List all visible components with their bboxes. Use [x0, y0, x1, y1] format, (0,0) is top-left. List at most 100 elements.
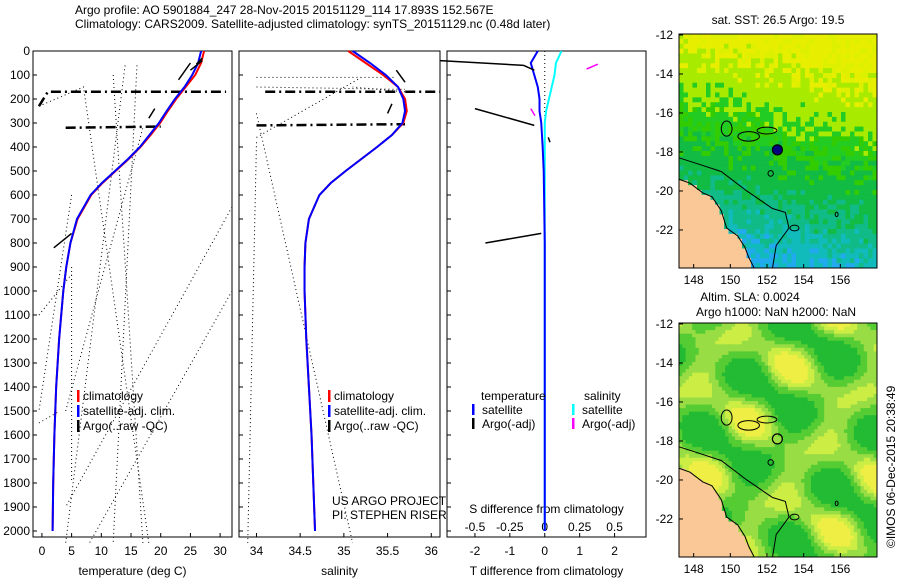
legend-title-salinity: salinity [584, 389, 621, 403]
sst-cell [728, 214, 734, 220]
sst-cell [845, 199, 851, 206]
sla-cell [758, 393, 762, 398]
sst-cell [863, 165, 869, 171]
sst-cell [724, 82, 729, 89]
sla-cell [688, 390, 693, 395]
sla-cell [702, 457, 706, 462]
sla-cell [745, 503, 749, 508]
sla-cell [778, 514, 782, 519]
sla-cell [715, 422, 720, 427]
sst-cell [782, 92, 788, 98]
sst-cell [760, 165, 765, 171]
sla-cell [778, 418, 782, 423]
sst-cell [832, 194, 837, 201]
sst-cell [760, 73, 765, 79]
sla-cell [692, 500, 696, 505]
sla-cell [801, 372, 805, 377]
sla-cell [794, 507, 799, 512]
sst-cell [746, 180, 752, 186]
sst-cell [863, 58, 869, 64]
sla-cell [784, 528, 789, 533]
sla-cell [774, 500, 779, 505]
sla-cell [771, 525, 776, 530]
sst-cell [868, 185, 873, 191]
sst-cell [827, 233, 833, 240]
sst-cell [701, 194, 707, 201]
sla-cell [718, 528, 723, 533]
sla-cell [688, 440, 693, 445]
sla-cell [797, 333, 802, 338]
sla-cell [787, 510, 792, 515]
sla-cell [725, 486, 729, 491]
sst-cell [692, 214, 698, 220]
sst-cell [787, 238, 792, 245]
sst-cell [845, 243, 851, 249]
sla-cell [708, 411, 713, 416]
sla-cell [688, 489, 693, 494]
sla-cell [758, 486, 762, 491]
sla-cell [731, 461, 736, 466]
sla-cell [787, 549, 792, 554]
sst-cell [850, 77, 855, 84]
sla-cell [764, 436, 769, 441]
sla-cell [804, 393, 809, 398]
sla-cell [702, 330, 706, 335]
sst-cell [872, 243, 878, 249]
sla-cell [715, 518, 720, 523]
sla-cell [807, 408, 812, 413]
sla-cell [708, 457, 713, 462]
sla-cell [797, 404, 802, 409]
sla-cell [754, 372, 759, 377]
sst-cell [719, 185, 725, 191]
sst-cell [715, 190, 720, 196]
sla-cell [685, 401, 690, 406]
sst-cell [755, 43, 761, 50]
sst-cell [746, 82, 752, 89]
sst-cell [728, 146, 734, 152]
sla-cell [771, 330, 776, 335]
sla-cell [705, 337, 710, 342]
sla-cell [761, 553, 766, 558]
sst-cell [764, 126, 770, 132]
sla-cell [768, 546, 772, 551]
sla-cell [735, 542, 739, 547]
sla-cell [718, 408, 723, 413]
sst-cell [800, 121, 806, 128]
argo-s-segment [530, 108, 536, 117]
sst-cell [796, 248, 801, 254]
sla-cell [787, 330, 792, 335]
sst-cell [706, 233, 711, 240]
sla-cell [745, 489, 749, 494]
sla-cell [731, 475, 736, 480]
sla-cell [698, 323, 703, 328]
sst-cell [692, 253, 698, 259]
sla-cell [735, 443, 739, 448]
sst-cell [764, 194, 770, 201]
sla-cell [725, 489, 729, 494]
sla-cell [725, 471, 729, 476]
sst-cell [688, 233, 693, 240]
sst-cell [679, 107, 684, 113]
sla-cell [692, 333, 696, 338]
sla-cell [791, 344, 795, 349]
sla-cell [698, 507, 703, 512]
dotted-line [65, 65, 126, 544]
sst-cell [742, 102, 747, 108]
sst-cell [728, 38, 734, 45]
sla-cell [764, 507, 769, 512]
sst-cell [823, 243, 828, 249]
sst-cell [679, 238, 684, 245]
sla-cell [751, 429, 756, 434]
sla-cell [682, 401, 687, 406]
sst-cell [778, 63, 783, 69]
sla-cell [682, 422, 687, 427]
sst-cell [805, 116, 810, 123]
sst-cell [697, 141, 702, 147]
sst-cell [737, 116, 743, 123]
sst-cell [755, 87, 761, 93]
sst-cell [859, 180, 864, 186]
sst-cell [719, 131, 725, 137]
sst-cell [845, 194, 851, 201]
sla-cell [679, 418, 683, 423]
sla-cell [797, 518, 802, 523]
